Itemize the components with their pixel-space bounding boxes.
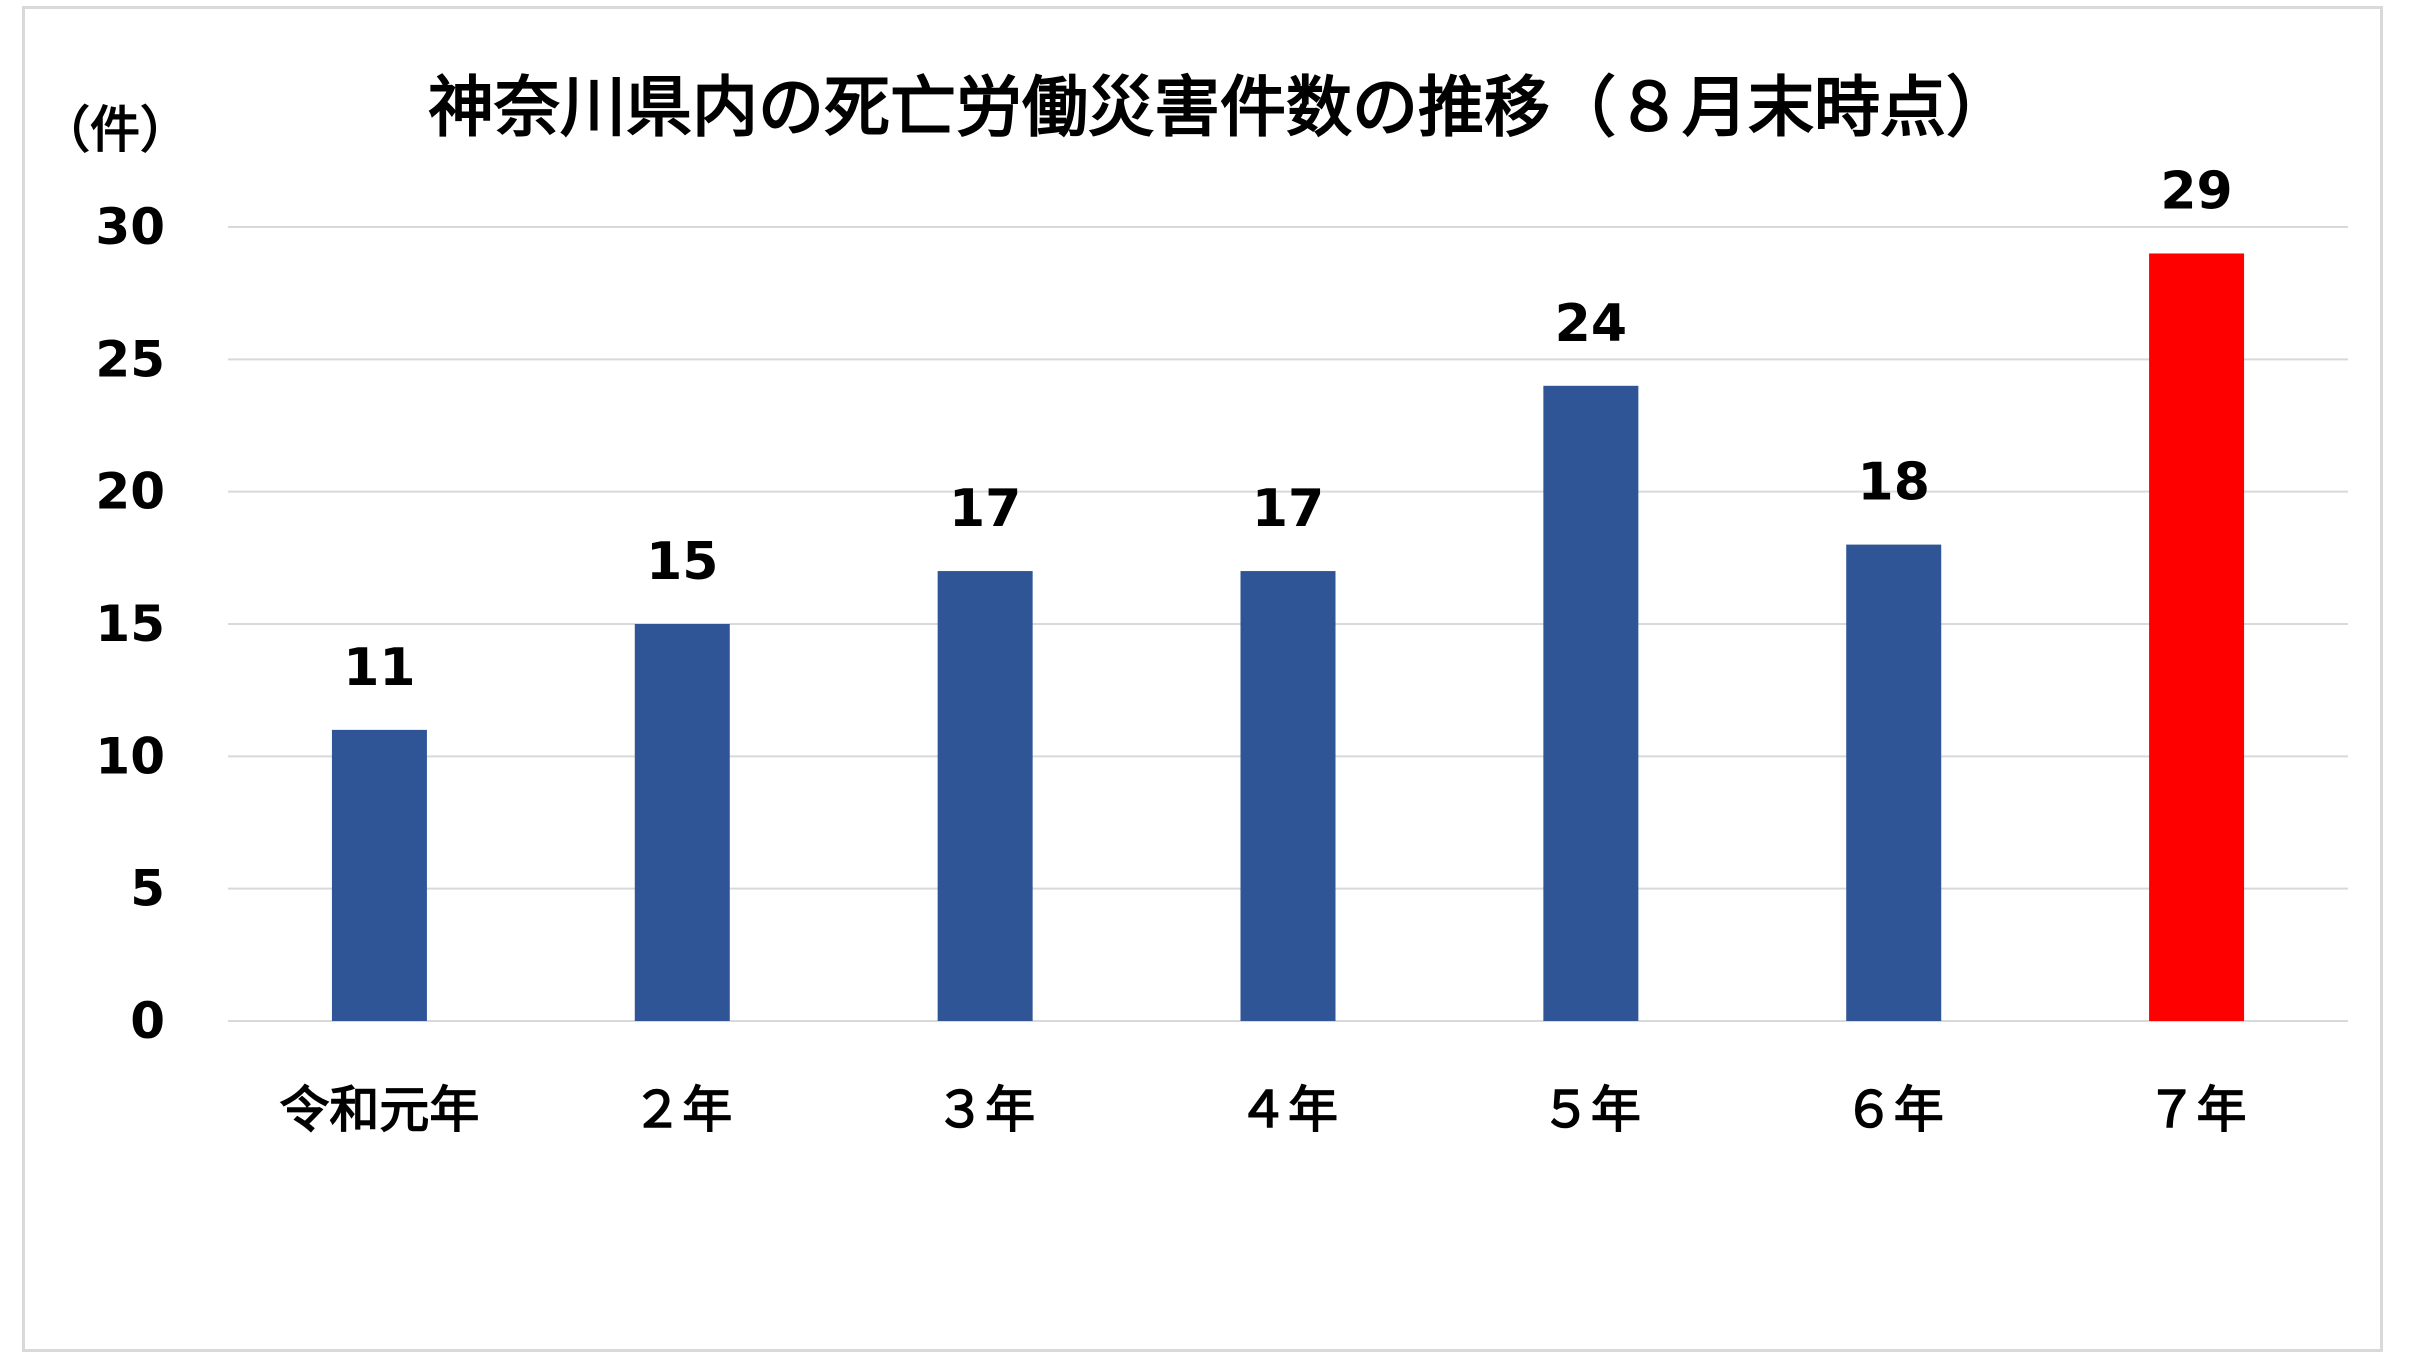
y-tick-label: 20 xyxy=(95,463,165,521)
bar xyxy=(1846,544,1942,1021)
y-tick-label: 5 xyxy=(130,860,165,918)
x-tick-label: 令和元年 xyxy=(279,1081,479,1139)
x-axis-ticks: 令和元年 ２年 ３年 ４年 ５年 ６年 ７年 xyxy=(279,1081,2246,1139)
data-label: 11 xyxy=(343,638,415,698)
data-label: 24 xyxy=(1555,294,1627,354)
chart-title: 神奈川県内の死亡労働災害件数の推移（８月末時点） xyxy=(428,69,2012,146)
x-tick-label: ３年 xyxy=(935,1081,1035,1139)
bar xyxy=(634,624,730,1021)
bar xyxy=(1240,571,1336,1021)
data-label: 17 xyxy=(1252,479,1324,539)
bar xyxy=(1543,385,1639,1021)
gridlines xyxy=(228,226,2348,1022)
data-label: 17 xyxy=(949,479,1021,539)
y-tick-label: 10 xyxy=(95,727,165,785)
data-label: 29 xyxy=(2160,161,2232,221)
x-tick-label: ７年 xyxy=(2147,1081,2247,1139)
bars xyxy=(331,253,2245,1021)
x-tick-label: ５年 xyxy=(1541,1081,1641,1139)
bar xyxy=(2149,253,2245,1021)
y-axis-unit-label: （件） xyxy=(40,101,190,159)
data-label: 15 xyxy=(646,532,718,592)
y-tick-label: 25 xyxy=(95,330,165,388)
y-tick-label: 15 xyxy=(95,595,165,653)
bar xyxy=(331,729,427,1021)
chart-frame xyxy=(22,6,2383,1352)
x-tick-label: ６年 xyxy=(1844,1081,1944,1139)
y-tick-label: 30 xyxy=(95,198,165,256)
x-tick-label: ２年 xyxy=(632,1081,732,1139)
data-label: 18 xyxy=(1858,453,1930,513)
data-labels: 11 15 17 17 24 18 29 xyxy=(343,161,2233,697)
bar xyxy=(937,571,1033,1021)
y-tick-label: 0 xyxy=(130,992,165,1050)
y-axis-ticks: 0 5 10 15 20 25 30 xyxy=(95,198,165,1050)
x-tick-label: ４年 xyxy=(1238,1081,1338,1139)
